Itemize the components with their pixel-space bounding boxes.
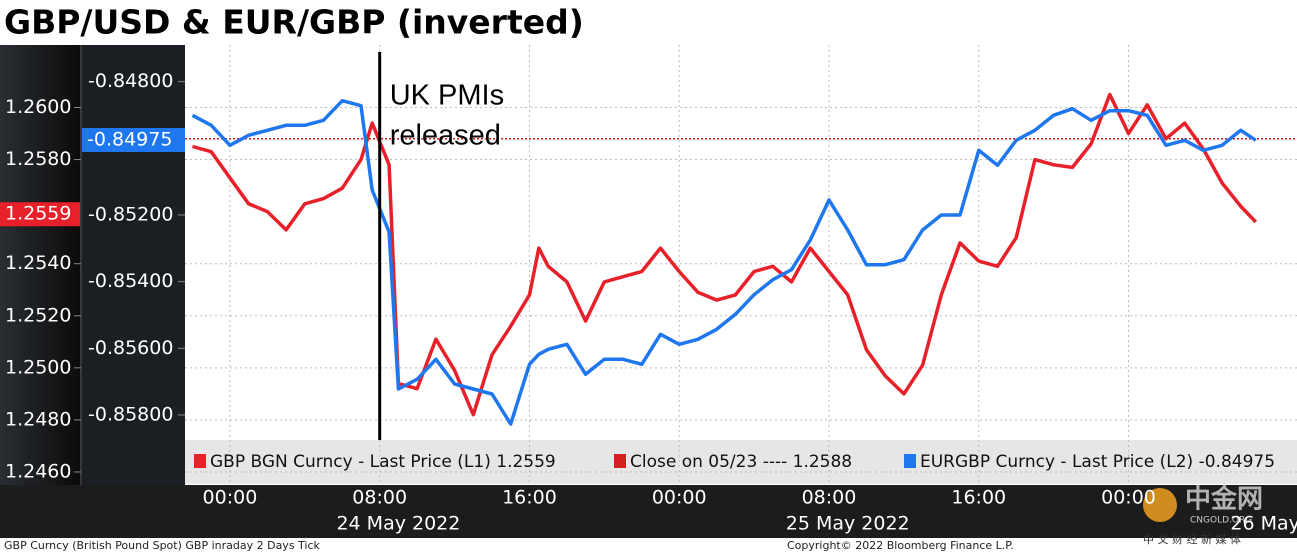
- left-axis-panel: [0, 45, 82, 485]
- date-label: 24 May 2022: [336, 513, 460, 535]
- x-tick-label: 08:00: [352, 487, 407, 509]
- y-tick-label: 1.2540: [5, 252, 71, 274]
- legend-swatch: [904, 454, 916, 468]
- watermark: CNGOLD.ORG: [1190, 516, 1252, 526]
- y-tick-label: 1.2500: [5, 356, 71, 378]
- watermark-logo: [1143, 488, 1177, 522]
- last-value-box: [82, 128, 185, 152]
- y2-tick-label: -0.85200: [88, 204, 173, 226]
- legend-swatch: [194, 454, 206, 468]
- date-label: 26 May: [1230, 513, 1297, 535]
- last-value-box: [0, 202, 80, 227]
- last-value-label: 1.2559: [5, 203, 71, 225]
- y2-tick-label: -0.85800: [88, 404, 173, 426]
- last-value-label: -0.84975: [87, 129, 172, 151]
- annotation: UK PMIs: [390, 80, 504, 112]
- watermark: 中 文 财 经 新 媒 体: [1143, 532, 1241, 546]
- series-line: [192, 92, 1258, 417]
- y2-tick-label: -0.84800: [88, 70, 173, 92]
- x-tick-label: 16:00: [951, 487, 1006, 509]
- watermark: 中金网: [1185, 484, 1263, 515]
- x-axis-band: [0, 485, 1297, 538]
- y-tick-label: 1.2520: [5, 304, 71, 326]
- legend-band: [185, 440, 1297, 484]
- legend-label: GBP BGN Curncy - Last Price (L1) 1.2559: [210, 452, 556, 472]
- y-tick-label: 1.2460: [5, 460, 71, 482]
- plot: [185, 45, 1297, 485]
- x-tick-label: 08:00: [802, 487, 857, 509]
- legend-label: EURGBP Curncy - Last Price (L2) -0.84975: [920, 452, 1275, 472]
- legend: GBP BGN Curncy - Last Price (L1) 1.2559 C…: [194, 452, 1275, 472]
- y2-tick-label: -0.85400: [88, 270, 173, 292]
- right-axis-panel: [82, 45, 185, 485]
- legend-label: Close on 05/23 ---- 1.2588: [630, 452, 852, 472]
- y-tick-label: 1.2480: [5, 408, 71, 430]
- x-tick-label: 00:00: [1101, 487, 1156, 509]
- overlay: UK PMIs released: [378, 52, 504, 440]
- x-tick-label: 00:00: [203, 487, 258, 509]
- copyright: Copyright© 2022 Bloomberg Finance L.P.: [787, 539, 1014, 552]
- plot-area: [185, 45, 1297, 485]
- y2-tick-label: -0.85600: [88, 337, 173, 359]
- series-line: [191, 98, 1257, 426]
- x-tick-label: 00:00: [652, 487, 707, 509]
- annotation: released: [390, 120, 501, 152]
- legend-swatch: [614, 454, 626, 468]
- date-label: 25 May 2022: [786, 513, 910, 535]
- chart-title: GBP/USD & EUR/GBP (inverted): [4, 3, 584, 42]
- footer: GBP Curncy (British Pound Spot) GBP inra…: [4, 539, 321, 552]
- y-tick-label: 1.2580: [5, 148, 71, 170]
- x-tick-label: 16:00: [502, 487, 557, 509]
- y-tick-label: 1.2600: [5, 96, 71, 118]
